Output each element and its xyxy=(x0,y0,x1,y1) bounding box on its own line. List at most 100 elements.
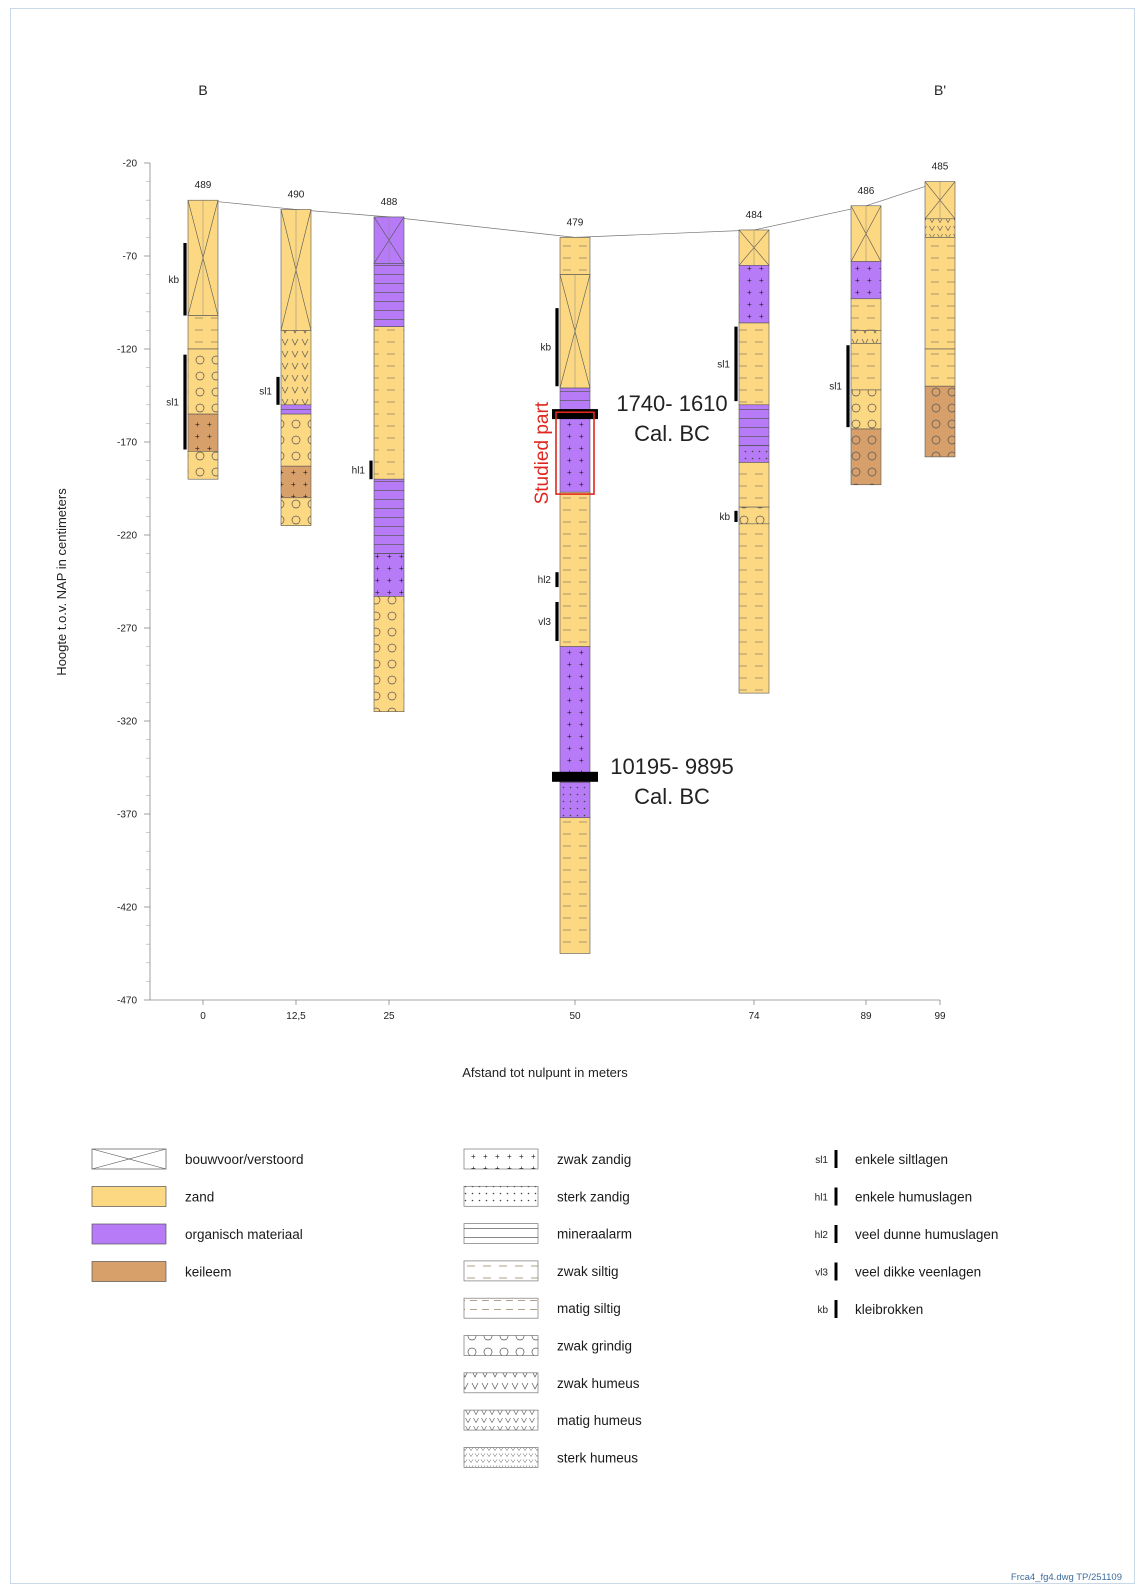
legend-materials: bouwvoor/verstoord zand organisch materiaa… xyxy=(91,1148,304,1282)
legend-marker-code: kb xyxy=(817,1305,828,1316)
layer-organisch-materiaal-zwak-zandig xyxy=(738,264,770,324)
layer-pattern xyxy=(560,646,590,783)
layer-pattern xyxy=(281,466,311,498)
layer-zand-zwak-siltig xyxy=(850,298,882,331)
legend-label: zwak siltig xyxy=(557,1264,619,1279)
legend-label: kleibrokken xyxy=(855,1302,923,1317)
core-id-label: 489 xyxy=(195,180,212,191)
layer-zand-bouwvoor xyxy=(924,181,956,220)
layer-zand-zwak-grindig xyxy=(280,413,312,467)
legend-swatch-pattern xyxy=(464,1186,538,1207)
core-id-label: 485 xyxy=(932,162,949,173)
y-tick-label: -170 xyxy=(117,438,137,449)
layer-zand-zwak-siltig xyxy=(850,343,882,391)
layer-pattern xyxy=(560,492,590,647)
legend-item-zwak-humeus: zwak humeus xyxy=(463,1372,640,1394)
core-484: 484 sl1 kb xyxy=(717,210,770,694)
y-axis-title: Hoogte t.o.v. NAP in centimeters xyxy=(54,488,69,676)
legend-marker-code: hl1 xyxy=(815,1193,829,1204)
marker-label-sl1: sl1 xyxy=(717,359,730,370)
layer-pattern xyxy=(374,263,404,327)
marker-label-vl3: vl3 xyxy=(538,617,551,628)
layer-pattern xyxy=(281,404,311,415)
legend-label: veel dikke veenlagen xyxy=(855,1265,981,1280)
layer-pattern xyxy=(374,326,404,480)
layer-zand-zwak-grindig xyxy=(280,497,312,526)
legend-swatch-pattern xyxy=(464,1298,538,1319)
layer-zand-zwak-siltig xyxy=(738,322,770,406)
x-tick-label: 50 xyxy=(569,1011,581,1022)
layer-organisch-materiaal-zwak-zandig xyxy=(373,553,405,597)
marker-label-sl1: sl1 xyxy=(829,382,842,393)
legend-swatch-pattern xyxy=(464,1149,538,1169)
layer-zand-bouwvoor xyxy=(280,209,312,331)
layer-zand-zwak-siltig xyxy=(559,491,591,647)
core-486: 486 sl1 xyxy=(829,186,882,486)
layer-zand-zwak-siltig xyxy=(924,348,956,387)
legend-item-vl3: vl3 veel dikke veenlagen xyxy=(815,1262,981,1281)
core-id-label: 484 xyxy=(746,210,763,221)
legend-item-keileem: keileem xyxy=(91,1261,232,1282)
cores: 489kbsl1490sl1488hl1479kbhl2vl3484sl1kb4… xyxy=(166,162,956,954)
layer-pattern xyxy=(739,404,769,446)
legend-swatch-pattern xyxy=(464,1447,538,1468)
marker-label-kb: kb xyxy=(719,512,730,523)
legend-label: zwak grindig xyxy=(557,1339,632,1354)
layer-zand-zwak-humeus xyxy=(850,330,882,344)
legend-swatch-pattern xyxy=(464,1372,538,1393)
layer-pattern xyxy=(925,237,955,349)
core-489: 489 kb sl1 xyxy=(166,180,219,480)
legend-item-sl1: sl1 enkele siltlagen xyxy=(815,1150,948,1168)
legend-label: organisch materiaal xyxy=(185,1227,303,1242)
layer-pattern xyxy=(851,428,881,485)
layer-pattern xyxy=(739,507,769,524)
layer-keileem-zwak-zandig xyxy=(280,465,312,499)
legend-item-matig-humeus: matig humeus xyxy=(463,1409,642,1431)
legend-patterns: zwak zandig sterk zandig mineraalarm zwak s… xyxy=(463,1148,642,1468)
core-id-label: 490 xyxy=(288,190,305,201)
figure-frame xyxy=(10,8,1135,1584)
x-axis-title: Afstand tot nulpunt in meters xyxy=(462,1065,628,1080)
core-488: 488 hl1 xyxy=(352,197,405,713)
layer-pattern xyxy=(851,330,881,344)
annotations: 1740- 1610 Cal. BC 10195- 9895 Cal. BC Studi… xyxy=(532,391,734,809)
studied-part-box xyxy=(555,411,595,495)
legend-swatch-pattern xyxy=(464,1410,538,1431)
date-sample-bar xyxy=(552,771,598,782)
core-id-label: 486 xyxy=(858,186,875,197)
date-label-line1: 1740- 1610 xyxy=(616,391,727,416)
layer-zand-matig-humeus xyxy=(924,218,956,238)
legend-item-kb: kb kleibrokken xyxy=(817,1300,923,1318)
y-tick-label: -20 xyxy=(123,159,138,170)
layer-pattern xyxy=(281,497,311,526)
layer-pattern xyxy=(188,451,218,480)
layer-pattern xyxy=(851,343,881,390)
legend-item-sterk-zandig: sterk zandig xyxy=(463,1185,630,1207)
legend-item-zwak-zandig: zwak zandig xyxy=(463,1148,631,1170)
legend-marker-code: vl3 xyxy=(815,1268,828,1279)
legend: bouwvoor/verstoord zand organisch materiaa… xyxy=(91,1148,998,1468)
layer-pattern xyxy=(374,596,404,712)
y-tick-labels: -20 -70 -120 -170 -220 -270 -320 -370 -420 -470 xyxy=(117,159,137,1007)
y-tick-label: -470 xyxy=(117,996,137,1007)
legend-label: enkele siltlagen xyxy=(855,1152,948,1167)
layer-zand-zwak-grindig xyxy=(850,389,882,430)
legend-swatch xyxy=(91,1186,167,1207)
legend-label: veel dunne humuslagen xyxy=(855,1227,998,1242)
layer-pattern xyxy=(739,445,769,463)
legend-label: enkele humuslagen xyxy=(855,1190,972,1205)
layer-pattern xyxy=(560,817,590,954)
legend-item-zand: zand xyxy=(91,1186,214,1207)
layer-organisch-materiaal-zwak-zandig xyxy=(850,261,882,300)
section-label-left: B xyxy=(198,82,207,98)
marker-label-kb: kb xyxy=(168,275,179,286)
marker-label-sl1: sl1 xyxy=(166,398,179,409)
core-479: 479 kb hl2 vl3 xyxy=(538,217,591,954)
layer-zand-zwak-grindig xyxy=(187,450,219,480)
legend-swatch-pattern xyxy=(464,1260,538,1281)
surface-line xyxy=(202,181,941,238)
layer-zand-bouwvoor xyxy=(559,274,591,389)
layer-zand-bouwvoor xyxy=(187,199,219,316)
layer-organisch-materiaal-mineraalarm xyxy=(373,478,405,554)
layer-organisch-materiaal-mineraalarm xyxy=(738,404,770,447)
